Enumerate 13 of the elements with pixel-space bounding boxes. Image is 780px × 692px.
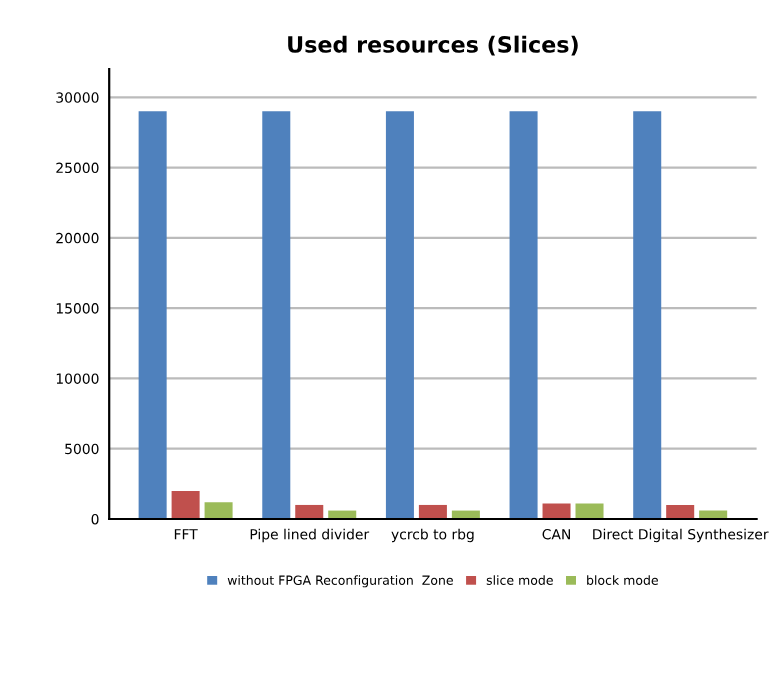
bar bbox=[509, 111, 538, 519]
bar bbox=[575, 503, 604, 519]
bar bbox=[138, 111, 167, 519]
bar bbox=[262, 111, 291, 519]
bar bbox=[171, 490, 200, 519]
bar bbox=[633, 111, 662, 519]
bar bbox=[295, 504, 324, 519]
bar bbox=[385, 111, 414, 519]
bar bbox=[204, 502, 233, 519]
bar bbox=[666, 504, 695, 519]
bar bbox=[418, 504, 447, 519]
bar bbox=[542, 503, 571, 519]
chart-title: Used resources (Slices) bbox=[288, 35, 578, 56]
